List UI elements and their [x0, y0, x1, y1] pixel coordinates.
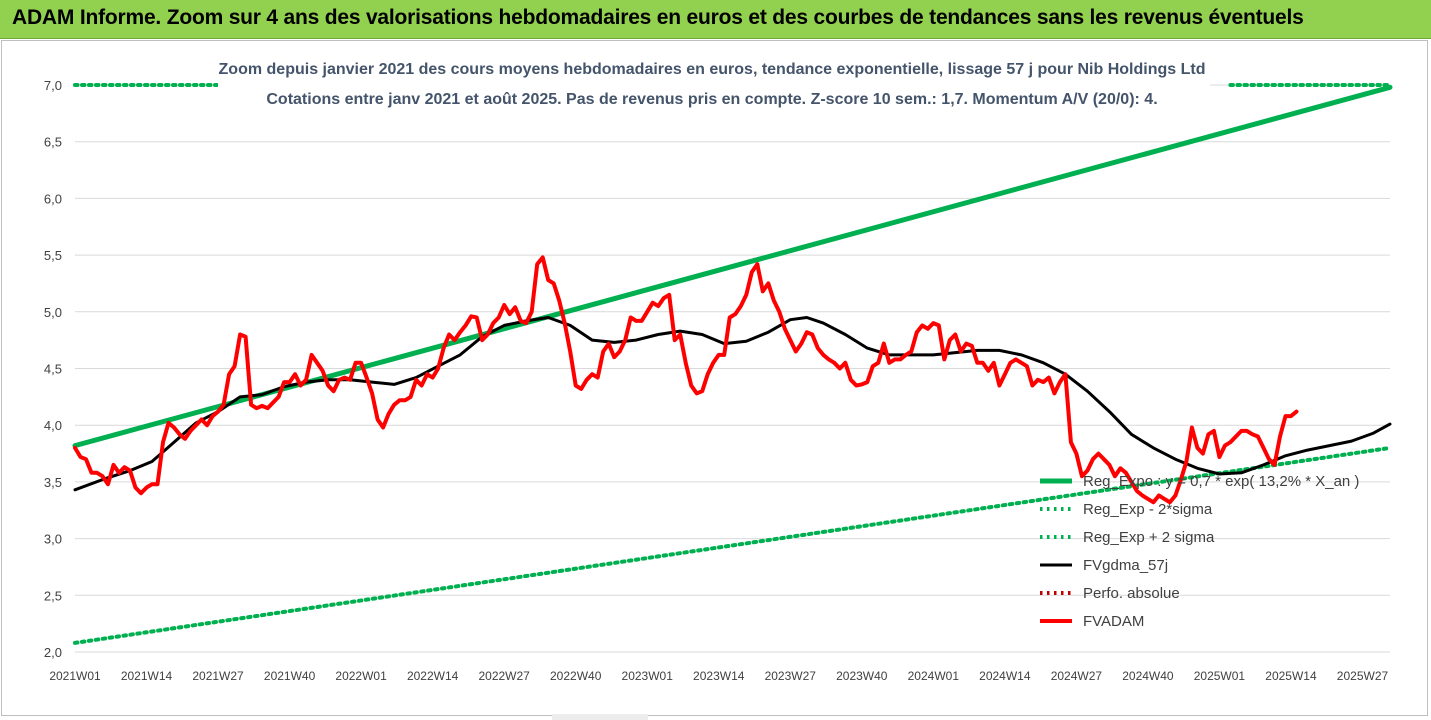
- legend-label: Reg_Expo : y = 0,7 * exp( 13,2% * X_an ): [1083, 473, 1359, 490]
- y-tick-label: 7,0: [44, 78, 62, 93]
- y-tick-label: 6,5: [44, 135, 62, 150]
- x-tick-label: 2023W27: [765, 669, 817, 683]
- x-tick-label: 2021W14: [121, 669, 173, 683]
- x-tick-label: 2024W27: [1051, 669, 1103, 683]
- x-tick-label: 2022W01: [335, 669, 387, 683]
- x-tick-label: 2022W27: [478, 669, 530, 683]
- chart-subtitle-line-2: Cotations entre janv 2021 et août 2025. …: [266, 91, 1157, 108]
- series-line-fvadam: [73, 255, 1299, 505]
- legend-label: Reg_Exp + 2 sigma: [1083, 529, 1215, 546]
- x-tick-label: 2024W14: [979, 669, 1031, 683]
- chart-legend: Reg_Expo : y = 0,7 * exp( 13,2% * X_an )…: [1040, 473, 1359, 630]
- x-tick-label: 2021W40: [264, 669, 316, 683]
- legend-label: FVADAM: [1083, 613, 1144, 630]
- y-tick-label: 4,0: [44, 418, 62, 433]
- report-banner: ADAM Informe. Zoom sur 4 ans des valoris…: [0, 0, 1431, 39]
- x-tick-label: 2021W27: [192, 669, 244, 683]
- y-tick-label: 3,5: [44, 475, 62, 490]
- x-tick-label: 2023W01: [622, 669, 674, 683]
- y-tick-label: 2,5: [44, 588, 62, 603]
- x-tick-label: 2022W40: [550, 669, 602, 683]
- x-tick-label: 2024W40: [1122, 669, 1174, 683]
- x-tick-label: 2023W14: [693, 669, 745, 683]
- y-axis-ticks: 2,0 2,5 3,0 3,5 4,0 4,5 5,0 5,5 6,0 6,5 7,0: [44, 78, 62, 660]
- series-line-lower-band: [73, 445, 1392, 645]
- x-tick-label: 2021W01: [49, 669, 101, 683]
- y-tick-label: 3,0: [44, 532, 62, 547]
- y-tick-label: 2,0: [44, 645, 62, 660]
- scroll-indicator: [552, 714, 648, 720]
- legend-label: Perfo. absolue: [1083, 585, 1180, 602]
- y-tick-label: 5,5: [44, 248, 62, 263]
- report-banner-title: ADAM Informe. Zoom sur 4 ans des valoris…: [12, 6, 1304, 29]
- x-tick-label: 2024W01: [908, 669, 960, 683]
- x-axis-ticks: 2021W01 2021W14 2021W27 2021W40 2022W01 2022W…: [49, 669, 1388, 683]
- chart-subtitle: Zoom depuis janvier 2021 des cours moyen…: [218, 52, 1210, 114]
- y-tick-label: 6,0: [44, 191, 62, 206]
- x-tick-label: 2025W27: [1337, 669, 1389, 683]
- legend-label: FVgdma_57j: [1083, 557, 1168, 574]
- x-tick-label: 2023W40: [836, 669, 888, 683]
- chart-subtitle-line-1: Zoom depuis janvier 2021 des cours moyen…: [219, 61, 1206, 78]
- x-tick-label: 2025W14: [1265, 669, 1317, 683]
- plot-area-border: [1, 40, 1428, 716]
- legend-label: Reg_Exp - 2*sigma: [1083, 501, 1213, 518]
- y-tick-label: 4,5: [44, 362, 62, 377]
- series-layer: [72, 83, 1393, 645]
- gridlines: [75, 84, 1390, 653]
- x-tick-label: 2025W01: [1194, 669, 1246, 683]
- y-tick-label: 5,0: [44, 305, 62, 320]
- x-tick-label: 2022W14: [407, 669, 459, 683]
- subtitle-background: [218, 52, 1210, 114]
